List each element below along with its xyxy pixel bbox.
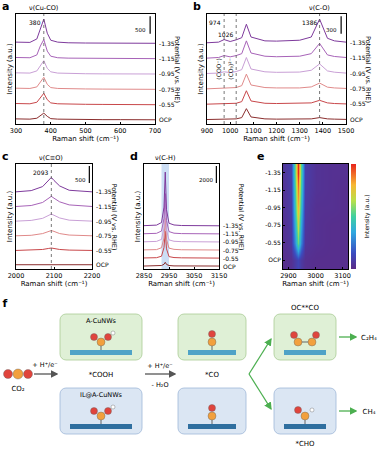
svg-text:OCP: OCP <box>268 256 281 263</box>
svg-text:*CO: *CO <box>205 371 219 379</box>
svg-text:2900: 2900 <box>280 272 297 280</box>
svg-text:f: f <box>3 297 8 310</box>
svg-text:1500: 1500 <box>338 127 355 135</box>
svg-text:-1.15: -1.15 <box>159 55 175 62</box>
svg-text:-0.75: -0.75 <box>350 85 366 92</box>
svg-text:Intensity (a.u.): Intensity (a.u.) <box>363 195 371 239</box>
svg-text:OC**CO: OC**CO <box>291 304 319 312</box>
svg-text:-0.75: -0.75 <box>223 247 239 254</box>
svg-text:Potential (V vs. RHE): Potential (V vs. RHE) <box>364 36 372 103</box>
svg-text:2950: 2950 <box>161 272 178 280</box>
svg-text:A-CuNWs: A-CuNWs <box>86 317 117 325</box>
svg-text:380: 380 <box>29 19 41 26</box>
svg-text:*COOH: *COOH <box>89 371 114 379</box>
svg-text:OCP: OCP <box>223 263 236 270</box>
svg-text:- H₂O: - H₂O <box>151 381 168 389</box>
svg-text:Intensity (a.u.): Intensity (a.u.) <box>197 43 205 95</box>
svg-text:Intensity (a.u.): Intensity (a.u.) <box>134 191 142 243</box>
svg-text:Raman shift (cm⁻¹): Raman shift (cm⁻¹) <box>148 280 215 288</box>
svg-text:1386: 1386 <box>302 19 317 26</box>
svg-text:300: 300 <box>10 127 22 135</box>
svg-text:OCP: OCP <box>350 116 363 123</box>
svg-text:-0.95: -0.95 <box>96 218 112 225</box>
html-text:b: b <box>193 0 201 13</box>
svg-text:OCP: OCP <box>96 261 109 268</box>
svg-text:500: 500 <box>135 27 146 33</box>
svg-text:-1.15: -1.15 <box>350 54 366 61</box>
svg-text:-0.75: -0.75 <box>159 86 175 93</box>
svg-text:-1.15: -1.15 <box>223 230 239 237</box>
html-text:d: d <box>130 150 138 163</box>
svg-text:ν(C-H): ν(C-H) <box>155 154 175 162</box>
svg-text:1100: 1100 <box>245 127 262 135</box>
svg-text:2000: 2000 <box>199 177 213 183</box>
svg-text:600: 600 <box>114 127 126 135</box>
svg-text:Raman shift (cm⁻¹): Raman shift (cm⁻¹) <box>52 135 119 143</box>
svg-text:2093: 2093 <box>33 169 48 176</box>
svg-text:500: 500 <box>75 177 86 183</box>
svg-text:+ H⁺/e⁻: + H⁺/e⁻ <box>147 362 172 370</box>
svg-text:400: 400 <box>45 127 57 135</box>
svg-text:-0.95: -0.95 <box>350 70 366 77</box>
svg-text:ν(C-O): ν(C-O) <box>309 4 330 12</box>
svg-text:-1.35: -1.35 <box>159 40 175 47</box>
svg-text:Potential (V vs. RHE): Potential (V vs. RHE) <box>110 184 118 251</box>
svg-text:3100: 3100 <box>334 272 351 280</box>
svg-text:3000: 3000 <box>307 272 324 280</box>
svg-text:Raman shift (cm⁻¹): Raman shift (cm⁻¹) <box>243 135 310 143</box>
svg-text:2100: 2100 <box>46 272 63 280</box>
svg-text:(CO₃)²⁻: (CO₃)²⁻ <box>227 58 234 80</box>
svg-text:-1.35: -1.35 <box>265 169 281 176</box>
svg-text:-0.95: -0.95 <box>223 238 239 245</box>
svg-text:IL@A-CuNWs: IL@A-CuNWs <box>80 391 123 399</box>
html-text:c: c <box>2 150 9 163</box>
svg-text:C₂H₄: C₂H₄ <box>361 334 377 342</box>
svg-text:Potential (V vs. RHE): Potential (V vs. RHE) <box>173 36 181 103</box>
svg-text:1026: 1026 <box>218 31 233 38</box>
svg-text:-1.15: -1.15 <box>265 186 281 193</box>
svg-text:-0.55: -0.55 <box>159 101 175 108</box>
svg-text:Intensity (a.u.): Intensity (a.u.) <box>6 191 14 243</box>
html-text:a: a <box>2 0 10 13</box>
svg-text:Raman shift (cm⁻¹): Raman shift (cm⁻¹) <box>282 280 349 288</box>
svg-text:-0.55: -0.55 <box>350 100 366 107</box>
svg-text:Potential (V vs. RHE): Potential (V vs. RHE) <box>237 184 245 251</box>
svg-text:ν(Cu-CO): ν(Cu-CO) <box>29 4 58 12</box>
svg-text:700: 700 <box>149 127 161 135</box>
svg-text:3050: 3050 <box>186 272 203 280</box>
svg-text:2850: 2850 <box>136 272 153 280</box>
svg-text:1400: 1400 <box>315 127 332 135</box>
svg-text:-1.35: -1.35 <box>223 222 239 229</box>
svg-text:974: 974 <box>209 19 221 26</box>
svg-text:-0.75: -0.75 <box>96 232 112 239</box>
svg-text:Raman shift (cm⁻¹): Raman shift (cm⁻¹) <box>21 280 88 288</box>
svg-text:+ H⁺/e⁻: + H⁺/e⁻ <box>32 361 57 369</box>
svg-text:Intensity (a.u.): Intensity (a.u.) <box>6 43 14 95</box>
svg-text:1200: 1200 <box>268 127 285 135</box>
svg-text:-1.35: -1.35 <box>350 39 366 46</box>
svg-text:300: 300 <box>326 27 337 33</box>
svg-text:-1.15: -1.15 <box>96 203 112 210</box>
svg-text:(COO⁻): (COO⁻) <box>215 58 222 79</box>
svg-text:1300: 1300 <box>291 127 308 135</box>
svg-text:500: 500 <box>79 127 91 135</box>
svg-text:-0.95: -0.95 <box>159 70 175 77</box>
svg-text:3150: 3150 <box>211 272 228 280</box>
svg-text:CH₄: CH₄ <box>363 408 376 416</box>
svg-text:-1.35: -1.35 <box>96 188 112 195</box>
svg-text:-0.95: -0.95 <box>265 204 281 211</box>
svg-text:OCP: OCP <box>159 116 172 123</box>
html-text:e: e <box>257 150 265 163</box>
svg-text:ν(C≡O): ν(C≡O) <box>39 154 63 162</box>
svg-text:2200: 2200 <box>84 272 101 280</box>
svg-text:2000: 2000 <box>8 272 25 280</box>
svg-text:-0.55: -0.55 <box>96 247 112 254</box>
svg-text:-0.75: -0.75 <box>265 221 281 228</box>
svg-text:-0.55: -0.55 <box>265 239 281 246</box>
svg-text:1000: 1000 <box>222 127 239 135</box>
svg-text:-0.55: -0.55 <box>223 255 239 262</box>
svg-text:*CHO: *CHO <box>295 440 315 448</box>
svg-text:CO₂: CO₂ <box>11 385 24 393</box>
svg-text:900: 900 <box>201 127 213 135</box>
